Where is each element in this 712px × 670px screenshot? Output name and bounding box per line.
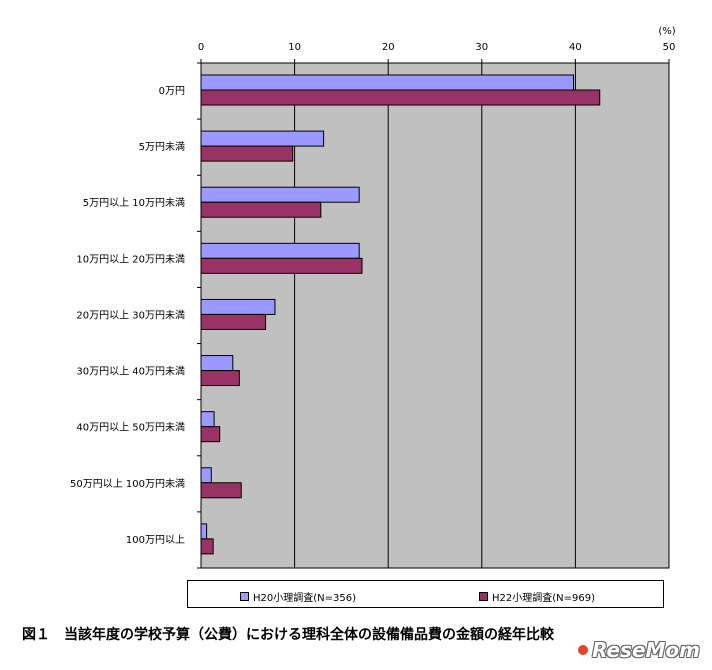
bar-h22 bbox=[200, 89, 601, 106]
bar-h20 bbox=[200, 186, 360, 203]
bar-h20 bbox=[200, 411, 215, 428]
bars bbox=[200, 74, 601, 555]
x-tick-label: 0 bbox=[198, 42, 204, 53]
legend-item-h20: H20小理調査(N=356) bbox=[240, 589, 356, 604]
figure-caption: 図１ 当該年度の学校予算（公費）における理科全体の設備備品費の金額の経年比較 bbox=[22, 627, 554, 643]
category-label: 5万円以上 10万円未満 bbox=[83, 197, 185, 209]
x-tick-label: 30 bbox=[475, 42, 488, 53]
category-label: 50万円以上 100万円未満 bbox=[70, 478, 185, 490]
x-tick-label: 10 bbox=[288, 42, 301, 53]
legend: H20小理調査(N=356) H22小理調査(N=969) bbox=[187, 580, 664, 608]
bar-h20 bbox=[200, 242, 360, 259]
category-label: 100万円以上 bbox=[126, 534, 185, 546]
x-tick-label: 20 bbox=[382, 42, 395, 53]
x-axis: 0 10 20 30 40 50 bbox=[198, 42, 676, 63]
bar-chart: 0 10 20 30 40 50 0万円 5万円未満 5万円以上 10万円未満 10万円以上 2… bbox=[70, 26, 676, 569]
bar-h20 bbox=[200, 523, 208, 540]
legend-swatch-h20 bbox=[240, 592, 249, 601]
bar-h22 bbox=[200, 538, 214, 555]
bar-h20 bbox=[200, 298, 276, 315]
resemom-logo-icon bbox=[578, 645, 589, 655]
legend-item-h22: H22小理調査(N=969) bbox=[479, 589, 595, 604]
unit-label: (%) bbox=[658, 26, 675, 37]
x-tick-label: 40 bbox=[569, 42, 582, 53]
category-label: 30万円以上 40万円未満 bbox=[76, 366, 185, 378]
bar-h22 bbox=[200, 313, 267, 330]
bar-h22 bbox=[200, 482, 242, 499]
category-label: 10万円以上 20万円未満 bbox=[76, 253, 185, 265]
x-tick-label: 50 bbox=[663, 42, 676, 53]
bar-h22 bbox=[200, 201, 322, 218]
legend-label-h22: H22小理調査(N=969) bbox=[492, 593, 595, 604]
legend-label-h20: H20小理調査(N=356) bbox=[253, 593, 356, 604]
category-label: 0万円 bbox=[159, 86, 185, 97]
category-label: 20万円以上 30万円未満 bbox=[76, 309, 185, 321]
watermark: ReseMom bbox=[578, 638, 700, 662]
gridlines bbox=[294, 63, 576, 568]
bar-h20 bbox=[200, 467, 212, 484]
bar-h22 bbox=[200, 145, 294, 162]
y-axis: 0万円 5万円未満 5万円以上 10万円未満 10万円以上 20万円未満 20万円以上 … bbox=[70, 62, 201, 569]
bar-h22 bbox=[200, 370, 240, 387]
legend-swatch-h22 bbox=[479, 592, 488, 601]
bar-h22 bbox=[200, 426, 221, 443]
bar-h22 bbox=[200, 257, 363, 274]
bar-h20 bbox=[200, 74, 575, 91]
watermark-text: ReseMom bbox=[592, 638, 700, 662]
category-label: 5万円未満 bbox=[139, 141, 185, 153]
bar-h20 bbox=[200, 130, 325, 147]
category-label: 40万円以上 50万円未満 bbox=[76, 422, 185, 434]
bar-h20 bbox=[200, 355, 234, 372]
